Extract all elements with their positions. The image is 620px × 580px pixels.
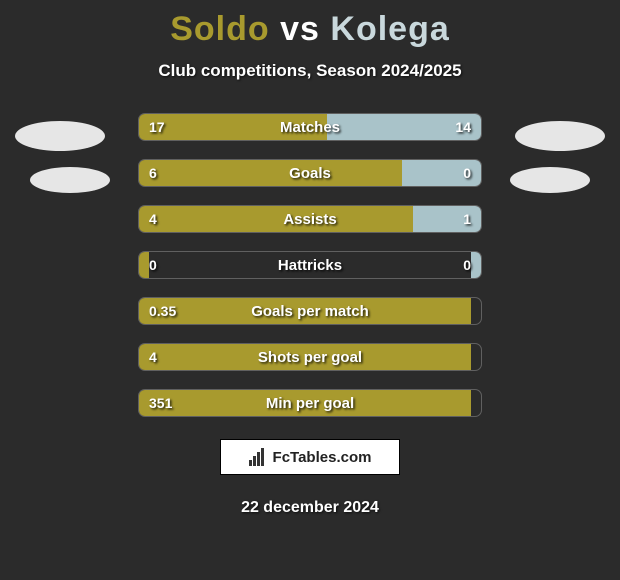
fctables-logo: FcTables.com <box>220 439 400 475</box>
player1-badge-row2 <box>30 167 110 193</box>
comparison-row: 41Assists <box>138 205 482 233</box>
player2-badge-row1 <box>515 121 605 151</box>
player2-badge-row2 <box>510 167 590 193</box>
comparison-chart: 1714Matches 60Goals 41Assists 00Hattricks 0.… <box>0 113 620 417</box>
row-label: Matches <box>139 114 481 140</box>
comparison-row: 0.35Goals per match <box>138 297 482 325</box>
row-label: Hattricks <box>139 252 481 278</box>
row-label: Assists <box>139 206 481 232</box>
comparison-rows: 1714Matches 60Goals 41Assists 00Hattricks 0.… <box>138 113 482 417</box>
row-label: Goals <box>139 160 481 186</box>
logo-text: FcTables.com <box>273 449 372 466</box>
subtitle-text: Club competitions, Season 2024/2025 <box>0 61 620 81</box>
comparison-row: 60Goals <box>138 159 482 187</box>
row-label: Min per goal <box>139 390 481 416</box>
player1-badge-row1 <box>15 121 105 151</box>
comparison-title: Soldo vs Kolega <box>0 0 620 49</box>
bar-chart-icon <box>249 448 267 466</box>
player1-name: Soldo <box>170 10 269 48</box>
comparison-row: 00Hattricks <box>138 251 482 279</box>
vs-text: vs <box>280 10 320 48</box>
row-label: Shots per goal <box>139 344 481 370</box>
player2-name: Kolega <box>330 10 449 48</box>
comparison-row: 4Shots per goal <box>138 343 482 371</box>
comparison-row: 1714Matches <box>138 113 482 141</box>
date-text: 22 december 2024 <box>0 499 620 517</box>
row-label: Goals per match <box>139 298 481 324</box>
comparison-row: 351Min per goal <box>138 389 482 417</box>
